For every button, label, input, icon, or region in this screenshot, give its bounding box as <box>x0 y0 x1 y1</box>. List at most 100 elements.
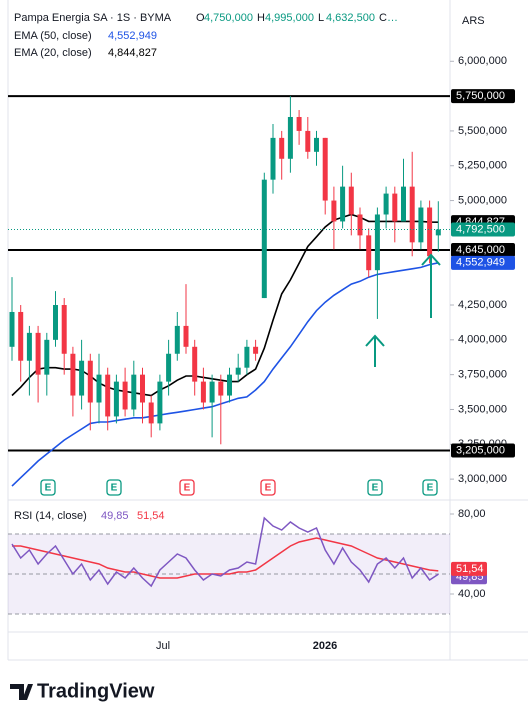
earnings-label: E <box>427 483 434 494</box>
candle-body <box>174 325 180 354</box>
candle-body <box>261 179 267 299</box>
ohlc-value: 4,750,000 <box>204 12 253 24</box>
earnings-marker <box>40 479 56 496</box>
ohlc-value: 4,995,000 <box>265 12 314 24</box>
candle-body <box>192 346 198 382</box>
candle-body <box>157 381 163 424</box>
earnings-label: E <box>111 483 118 494</box>
candle-body <box>279 137 285 159</box>
candle-body <box>18 311 24 361</box>
candle-body <box>131 374 137 410</box>
earnings-marker <box>367 479 383 496</box>
candle-body <box>287 116 293 159</box>
legend-name: EMA (20, close) <box>14 47 92 59</box>
candle-body <box>53 305 58 340</box>
candle-body <box>357 214 363 236</box>
x-tick-label: 2026 <box>313 640 337 652</box>
price-badge <box>451 222 515 237</box>
brand: TradingView <box>37 680 155 702</box>
candle-body <box>244 346 250 368</box>
rsi-tick-label: 40,00 <box>458 588 486 600</box>
x-tick-label: Jul <box>156 640 170 652</box>
y-tick-label: 5,250,000 <box>458 160 507 172</box>
candle-body <box>348 186 354 215</box>
y-tick-label: 4,000,000 <box>458 334 507 346</box>
candle-body <box>105 374 111 417</box>
candle-body <box>140 374 145 403</box>
candle-body <box>322 137 328 201</box>
price-badge <box>451 243 515 257</box>
candle-body <box>331 200 337 222</box>
candle-body <box>427 207 433 257</box>
badge-label: 3,205,000 <box>456 444 505 456</box>
rsi-tick-label: 80,00 <box>458 508 486 520</box>
candle-body <box>435 229 441 236</box>
candle-body <box>183 325 189 347</box>
legend-name: EMA (50, close) <box>14 30 92 42</box>
badge-label: 4,645,000 <box>456 244 505 256</box>
candle-body <box>166 353 172 382</box>
candle-body <box>26 332 32 361</box>
candle-body <box>79 360 85 396</box>
ema-line <box>11 262 439 487</box>
logo <box>10 684 33 700</box>
candle-body <box>9 311 15 347</box>
legend-value: 4,844,827 <box>108 47 157 59</box>
candle-body <box>401 186 406 222</box>
candle-body <box>418 207 424 243</box>
candle-body <box>366 235 372 271</box>
badge-label: 4,552,949 <box>456 257 505 269</box>
earnings-label: E <box>265 483 272 494</box>
rsi-legend-value: 49,85 <box>101 510 129 522</box>
ohlc-key: C <box>379 12 387 24</box>
arrow <box>365 334 385 367</box>
rsi-line <box>11 516 439 588</box>
rsi-title: RSI (14, close) <box>14 510 87 522</box>
candle-body <box>409 186 415 243</box>
candle-body <box>200 381 206 403</box>
candle-body <box>70 353 76 396</box>
candle-body <box>61 305 67 354</box>
candle-body <box>44 339 50 375</box>
candle-body <box>235 367 241 375</box>
rsi-legend-value: 51,54 <box>137 510 165 522</box>
earnings-marker <box>422 479 438 496</box>
candle-body <box>374 214 380 271</box>
earnings-label: E <box>45 483 52 494</box>
candle-body <box>296 116 302 131</box>
ohlc-key: O <box>196 12 205 24</box>
candle-body <box>87 360 93 403</box>
candle-body <box>314 137 319 152</box>
ohlc-value: … <box>387 12 398 24</box>
y-tick-label: 5,000,000 <box>458 194 507 206</box>
price-badge <box>451 255 515 270</box>
candle-body <box>383 193 389 215</box>
y-tick-label: 3,750,000 <box>458 369 507 381</box>
earnings-label: E <box>184 483 191 494</box>
earnings-marker <box>179 479 195 496</box>
candle-body <box>148 402 154 424</box>
price-badge <box>451 89 515 104</box>
candle-body <box>340 186 346 222</box>
ohlc-value: 4,632,500 <box>326 12 375 24</box>
candle-body <box>218 381 224 396</box>
earnings-label: E <box>372 483 379 494</box>
badge-label: 5,750,000 <box>456 90 505 102</box>
badge-label: 4,792,500 <box>456 223 505 235</box>
rsi-badge-label: 51,54 <box>456 563 484 575</box>
candle-body <box>96 374 102 403</box>
candle-body <box>209 381 215 403</box>
plot: 6,000,000 5,500,000 5,250,000 5,000,000 4,25… <box>8 12 515 652</box>
legend-value: 4,552,949 <box>108 30 157 42</box>
candle-body <box>227 374 232 396</box>
candle-body <box>113 381 119 417</box>
candle-body <box>122 381 128 410</box>
y-tick-label: 6,000,000 <box>458 55 507 67</box>
ohlc-key: H <box>257 12 265 24</box>
rsi-line <box>12 537 439 579</box>
rsi-badge <box>451 561 487 576</box>
earnings-marker <box>106 479 122 496</box>
y-tick-label: 4,250,000 <box>458 299 507 311</box>
